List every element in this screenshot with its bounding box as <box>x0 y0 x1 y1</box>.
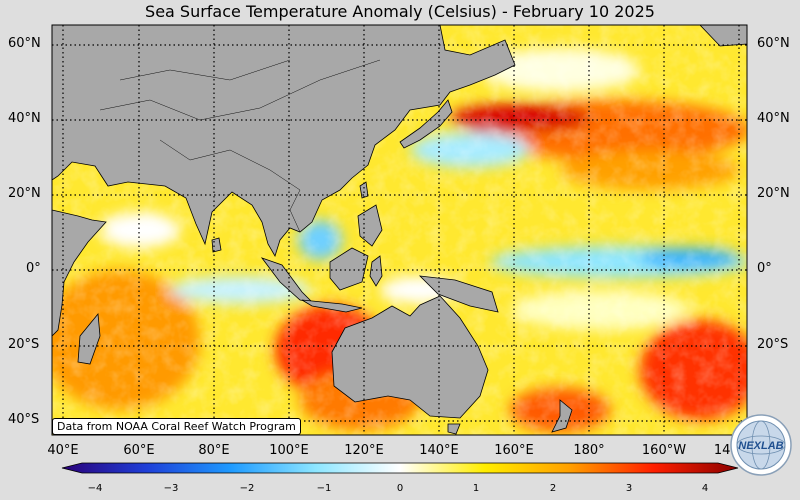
logo-text: NEXLAB <box>738 440 783 452</box>
lat-label-right-20n: 20°N <box>757 186 790 201</box>
australia <box>331 295 489 419</box>
colorbar-tick: 3 <box>625 483 633 494</box>
colorbar-tick: −4 <box>87 483 103 494</box>
lat-label-left-20s: 20°S <box>8 337 40 352</box>
country-borders <box>99 59 381 233</box>
colorbar-tick: −2 <box>239 483 255 494</box>
lon-label-160e: 160°E <box>494 443 534 458</box>
new-zealand <box>551 399 573 433</box>
new-guinea <box>418 275 499 313</box>
colorbar-tick: −1 <box>316 483 332 494</box>
map-title: Sea Surface Temperature Anomaly (Celsius… <box>145 2 655 21</box>
graticule <box>52 25 747 435</box>
colorbar <box>61 462 739 474</box>
lon-label-180: 180° <box>573 443 605 458</box>
data-credit: Data from NOAA Coral Reef Watch Program <box>52 418 301 435</box>
madagascar <box>77 312 101 365</box>
colorbar-tick: 2 <box>549 483 557 494</box>
lat-label-right-40n: 40°N <box>757 111 790 126</box>
lon-label-140e: 140°E <box>419 443 459 458</box>
lon-label-60e: 60°E <box>123 443 155 458</box>
lat-label-left-20n: 20°N <box>8 186 41 201</box>
colorbar-tick: 0 <box>396 483 404 494</box>
asia-landmass <box>51 24 516 257</box>
sulawesi <box>369 255 383 287</box>
colorbar-tick: 4 <box>701 483 709 494</box>
borneo <box>329 247 369 291</box>
colorbar-tick: 1 <box>472 483 480 494</box>
lat-label-right-20s: 20°S <box>757 337 789 352</box>
lat-label-left-40n: 40°N <box>8 111 41 126</box>
lat-label-right-0: 0° <box>757 261 772 276</box>
colorbar-tick: −3 <box>163 483 179 494</box>
lat-label-right-60n: 60°N <box>757 36 790 51</box>
lat-label-left-60n: 60°N <box>8 36 41 51</box>
lon-label-80e: 80°E <box>198 443 230 458</box>
lon-label-160w: 160°W <box>641 443 687 458</box>
africa-landmass <box>51 209 107 337</box>
lat-label-left-40s: 40°S <box>8 412 40 427</box>
sri-lanka <box>211 237 222 253</box>
land-masses <box>51 24 748 435</box>
nexlab-logo: NEXLAB <box>730 414 792 476</box>
lon-label-40e: 40°E <box>47 443 79 458</box>
map-frame <box>51 24 748 436</box>
lon-label-100e: 100°E <box>269 443 309 458</box>
lon-label-120e: 120°E <box>344 443 384 458</box>
lat-label-left-0: 0° <box>26 261 41 276</box>
java <box>301 299 363 313</box>
tasmania <box>447 423 461 435</box>
